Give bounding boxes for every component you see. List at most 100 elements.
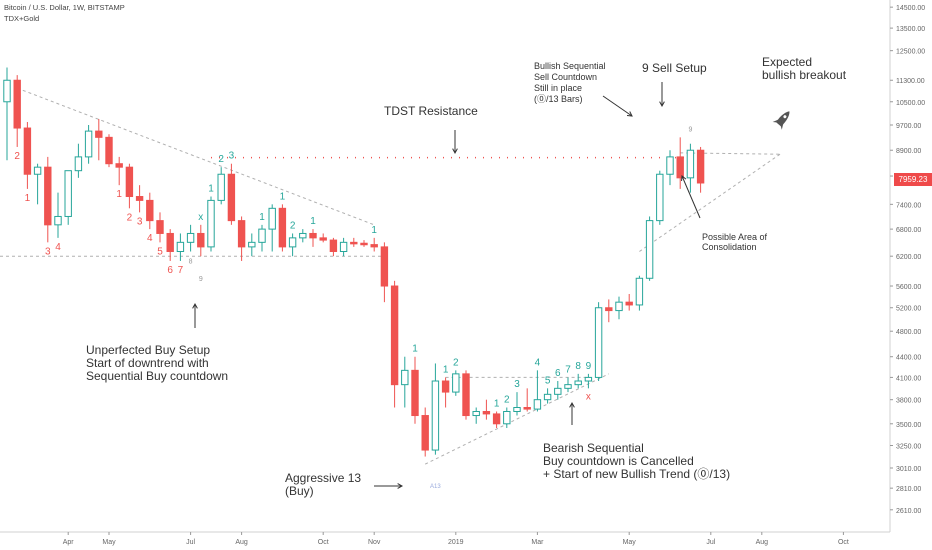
candle [503, 407, 511, 429]
td-count-label: 1 [208, 184, 214, 195]
candle-body [156, 220, 164, 234]
candle [350, 237, 358, 247]
td-count-label: 9 [586, 361, 592, 372]
candle-body [339, 241, 348, 253]
candle-body [197, 232, 205, 248]
candle-body [401, 369, 409, 386]
candle [462, 370, 470, 420]
td-count-label: 1 [412, 344, 418, 355]
aggressive-13-text: Aggressive 13 [285, 471, 361, 485]
consolidation-lower-line [639, 153, 781, 252]
arrow-head [626, 111, 633, 117]
candle-body [676, 156, 684, 179]
candle [176, 233, 185, 261]
candle [227, 163, 236, 225]
aggressive-13-text: (Buy) [285, 484, 314, 498]
candle [237, 216, 246, 261]
annotation-arrows [192, 82, 701, 489]
consolidation-text: Possible Area of [702, 232, 768, 242]
candle [299, 229, 307, 243]
candle [278, 204, 287, 252]
price-tick-label: 7400.00 [896, 202, 921, 209]
candle-body [64, 170, 72, 217]
rocket-icon [772, 111, 790, 130]
candle-body [656, 173, 664, 222]
unperfected-buy-text: Sequential Buy countdown [86, 369, 228, 383]
td-count-label: 7 [178, 265, 184, 276]
candle-body [360, 242, 368, 246]
candle [421, 407, 429, 457]
candle [135, 185, 144, 213]
time-tick-label: Oct [318, 539, 329, 546]
td-count-label: 1 [25, 193, 31, 204]
td-count-label: 7 [565, 364, 571, 375]
candle [452, 370, 460, 396]
time-tick-label: Nov [368, 539, 381, 546]
candle-body [441, 380, 450, 393]
candle [390, 280, 399, 408]
td-count-label: 1 [116, 189, 122, 200]
consolidation-upper-line [680, 152, 781, 155]
arrow-head [192, 302, 198, 309]
candle [268, 204, 276, 252]
td-count-label: 9 [688, 127, 692, 134]
candle [156, 212, 164, 243]
price-tick-label: 5200.00 [896, 306, 921, 313]
arrow-head [452, 148, 458, 155]
td-count-label: 8 [189, 259, 193, 266]
price-tick-label: 13500.00 [896, 26, 925, 33]
price-tick-label: 10500.00 [896, 100, 925, 107]
candle [645, 216, 654, 281]
candle [533, 370, 542, 412]
time-tick-label: 2019 [448, 539, 464, 546]
time-tick-label: Apr [63, 539, 75, 546]
candle-body [431, 380, 440, 451]
candle [401, 356, 409, 408]
candle-body [13, 79, 21, 129]
price-tick-label: 14500.00 [896, 5, 925, 12]
td-count-label: 1 [443, 364, 449, 375]
candle-body [421, 415, 429, 451]
candle-body [237, 220, 246, 248]
candle-body [635, 277, 644, 306]
td-count-label: 5 [545, 375, 551, 386]
candle-body [615, 301, 623, 312]
candle-body [574, 380, 582, 386]
candle-body [227, 173, 236, 222]
candle-body [625, 301, 633, 306]
time-tick-label: Aug [235, 539, 248, 546]
price-tick-label: 8900.00 [896, 148, 921, 155]
td-count-label: x [586, 391, 591, 402]
candle [329, 237, 338, 257]
price-tick-label: 4400.00 [896, 355, 921, 362]
price-tick-label: 3010.00 [896, 466, 921, 473]
td-count-label: 5 [157, 246, 163, 257]
candle [309, 229, 317, 247]
td-count-label: 3 [45, 246, 51, 257]
candle-body [319, 237, 327, 241]
candle-body [74, 156, 83, 172]
candle [125, 163, 134, 209]
candle-body [666, 156, 674, 175]
candle [115, 156, 123, 186]
candle-body [95, 130, 103, 138]
td-count-label: 6 [167, 265, 173, 276]
candle-body [370, 244, 378, 248]
candle [564, 377, 572, 393]
unperfected-buy-text: Start of downtrend with [86, 356, 209, 370]
candle [3, 67, 11, 161]
candle-body [329, 239, 338, 253]
candle-body [513, 407, 521, 412]
candle [441, 377, 450, 408]
candle [54, 192, 62, 238]
price-tick-label: 2810.00 [896, 486, 921, 493]
candle [370, 237, 378, 252]
candle-body [482, 410, 491, 415]
candle-body [23, 127, 32, 175]
rising-support-line [424, 373, 610, 465]
td-count-label: 3 [514, 379, 520, 390]
candle [105, 134, 113, 168]
td-count-label: 2 [504, 395, 510, 406]
td-count-label: 4 [535, 357, 541, 368]
candle [656, 170, 664, 225]
